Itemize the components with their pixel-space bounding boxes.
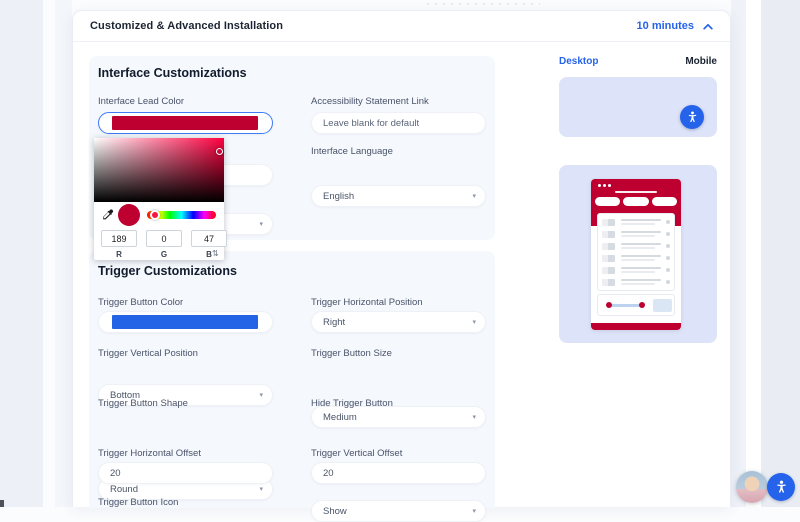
chevron-down-icon: ▾ [259, 486, 263, 493]
interface-preview [559, 165, 717, 343]
trigger-vertical-offset-input[interactable] [323, 467, 474, 479]
trigger-horizontal-offset-field[interactable] [98, 462, 273, 484]
trigger-vertical-offset-label: Trigger Vertical Offset [311, 448, 403, 459]
trigger-horizontal-offset-label: Trigger Horizontal Offset [98, 448, 201, 459]
mockup-list-row [602, 229, 670, 239]
interface-preview-mockup [591, 179, 681, 330]
hue-slider-handle[interactable] [150, 210, 160, 220]
blue-label: B [206, 250, 212, 259]
interface-section-title: Interface Customizations [98, 66, 247, 80]
trigger-button-size-label: Trigger Button Size [311, 348, 392, 359]
color-mode-toggle-icon[interactable]: ⇅ [212, 249, 219, 258]
mockup-options-list [597, 213, 675, 291]
mockup-title-bar [615, 191, 657, 193]
trigger-customizations-section: Trigger Customizations Trigger Button Co… [89, 251, 495, 522]
accordion-duration[interactable]: 10 minutes [637, 17, 713, 35]
mockup-list-row [602, 265, 670, 275]
saturation-selector[interactable] [216, 148, 223, 155]
tab-mobile[interactable]: Mobile [685, 56, 717, 67]
installation-card: Customized & Advanced Installation 10 mi… [72, 10, 731, 522]
interface-language-value: English [323, 190, 355, 202]
mockup-list-row [602, 277, 670, 287]
chevron-down-icon: ▾ [472, 193, 476, 200]
tab-desktop[interactable]: Desktop [559, 56, 599, 67]
red-value-input[interactable] [101, 230, 137, 247]
trigger-vertical-offset-field[interactable] [311, 462, 486, 484]
preview-tabs: Desktop Mobile [559, 56, 717, 67]
saturation-area[interactable] [94, 138, 224, 202]
trigger-horizontal-offset-input[interactable] [110, 467, 261, 479]
green-label: G [160, 250, 168, 259]
chevron-up-icon[interactable] [703, 17, 713, 35]
mockup-list-row [602, 241, 670, 251]
mockup-slider-dot [606, 302, 612, 308]
trigger-section-title: Trigger Customizations [98, 264, 237, 278]
mockup-list-row [602, 253, 670, 263]
current-color-preview [118, 204, 140, 226]
statement-link-input[interactable] [323, 117, 474, 129]
eyedropper-icon[interactable] [101, 208, 114, 221]
mockup-window-dots [598, 184, 611, 187]
interface-language-select[interactable]: English ▾ [311, 185, 486, 207]
accessibility-icon [776, 480, 786, 493]
statement-link-field[interactable] [311, 112, 486, 134]
trigger-button-color-label: Trigger Button Color [98, 297, 184, 308]
support-avatar[interactable] [736, 471, 768, 503]
background-band-right-white [746, 0, 761, 507]
trigger-button-icon-label: Trigger Button Icon [98, 497, 179, 508]
trigger-button-size-value: Medium [323, 411, 357, 423]
interface-language-label: Interface Language [311, 146, 393, 157]
accessibility-widget-circle[interactable] [767, 473, 795, 501]
trigger-button-size-select[interactable]: Medium ▾ [311, 406, 486, 428]
trigger-horizontal-position-select[interactable]: Right ▾ [311, 311, 486, 333]
chevron-down-icon: ▾ [472, 508, 476, 515]
background-band-left-inner [55, 0, 72, 507]
statement-link-label: Accessibility Statement Link [311, 96, 429, 107]
chevron-down-icon: ▾ [472, 319, 476, 326]
hide-trigger-button-value: Show [323, 505, 347, 517]
trigger-horizontal-position-label: Trigger Horizontal Position [311, 297, 423, 308]
trigger-button-color-swatch [112, 315, 258, 329]
chevron-down-icon: ▾ [472, 414, 476, 421]
trigger-vertical-position-value: Bottom [110, 389, 141, 401]
trigger-vertical-position-select[interactable]: Bottom ▾ [98, 384, 273, 406]
accessibility-icon [688, 110, 696, 122]
mockup-buttons [595, 197, 677, 206]
background-band-right [761, 0, 800, 507]
mockup-footer [591, 323, 681, 330]
accordion-header[interactable]: Customized & Advanced Installation 10 mi… [73, 11, 730, 42]
hide-trigger-button-label: Hide Trigger Button [311, 398, 393, 409]
green-value-input[interactable] [146, 230, 182, 247]
background-band-right-inner [731, 0, 746, 507]
trigger-button-shape-value: Round [110, 483, 138, 495]
chevron-down-icon: ▾ [259, 221, 263, 228]
trigger-button-preview [680, 105, 704, 129]
interface-lead-color-label: Interface Lead Color [98, 96, 185, 107]
trigger-button-color-input[interactable] [98, 311, 273, 333]
accordion-title: Customized & Advanced Installation [90, 20, 284, 32]
background-band-left [0, 0, 43, 507]
interface-lead-color-swatch [112, 116, 258, 130]
background-dot-pattern [424, 0, 540, 10]
accessibility-widget-button[interactable] [767, 473, 795, 501]
blue-value-input[interactable] [191, 230, 227, 247]
trigger-vertical-position-label: Trigger Vertical Position [98, 348, 198, 359]
mockup-slider-value [653, 299, 672, 312]
red-label: R [116, 250, 122, 259]
trigger-horizontal-position-value: Right [323, 316, 346, 328]
corner-artifact [0, 500, 4, 507]
hue-slider[interactable] [147, 210, 216, 220]
hide-trigger-button-select[interactable]: Show ▾ [311, 500, 486, 522]
mockup-list-row [602, 217, 670, 227]
trigger-preview [559, 77, 717, 137]
trigger-button-shape-label: Trigger Button Shape [98, 398, 188, 409]
interface-lead-color-input[interactable] [98, 112, 273, 134]
color-picker-popover: R G B ⇅ [94, 138, 227, 260]
mockup-slider-dot [639, 302, 645, 308]
chevron-down-icon: ▾ [259, 392, 263, 399]
mockup-slider-track [608, 304, 644, 307]
duration-label: 10 minutes [636, 20, 694, 32]
mockup-slider-section [597, 294, 675, 316]
